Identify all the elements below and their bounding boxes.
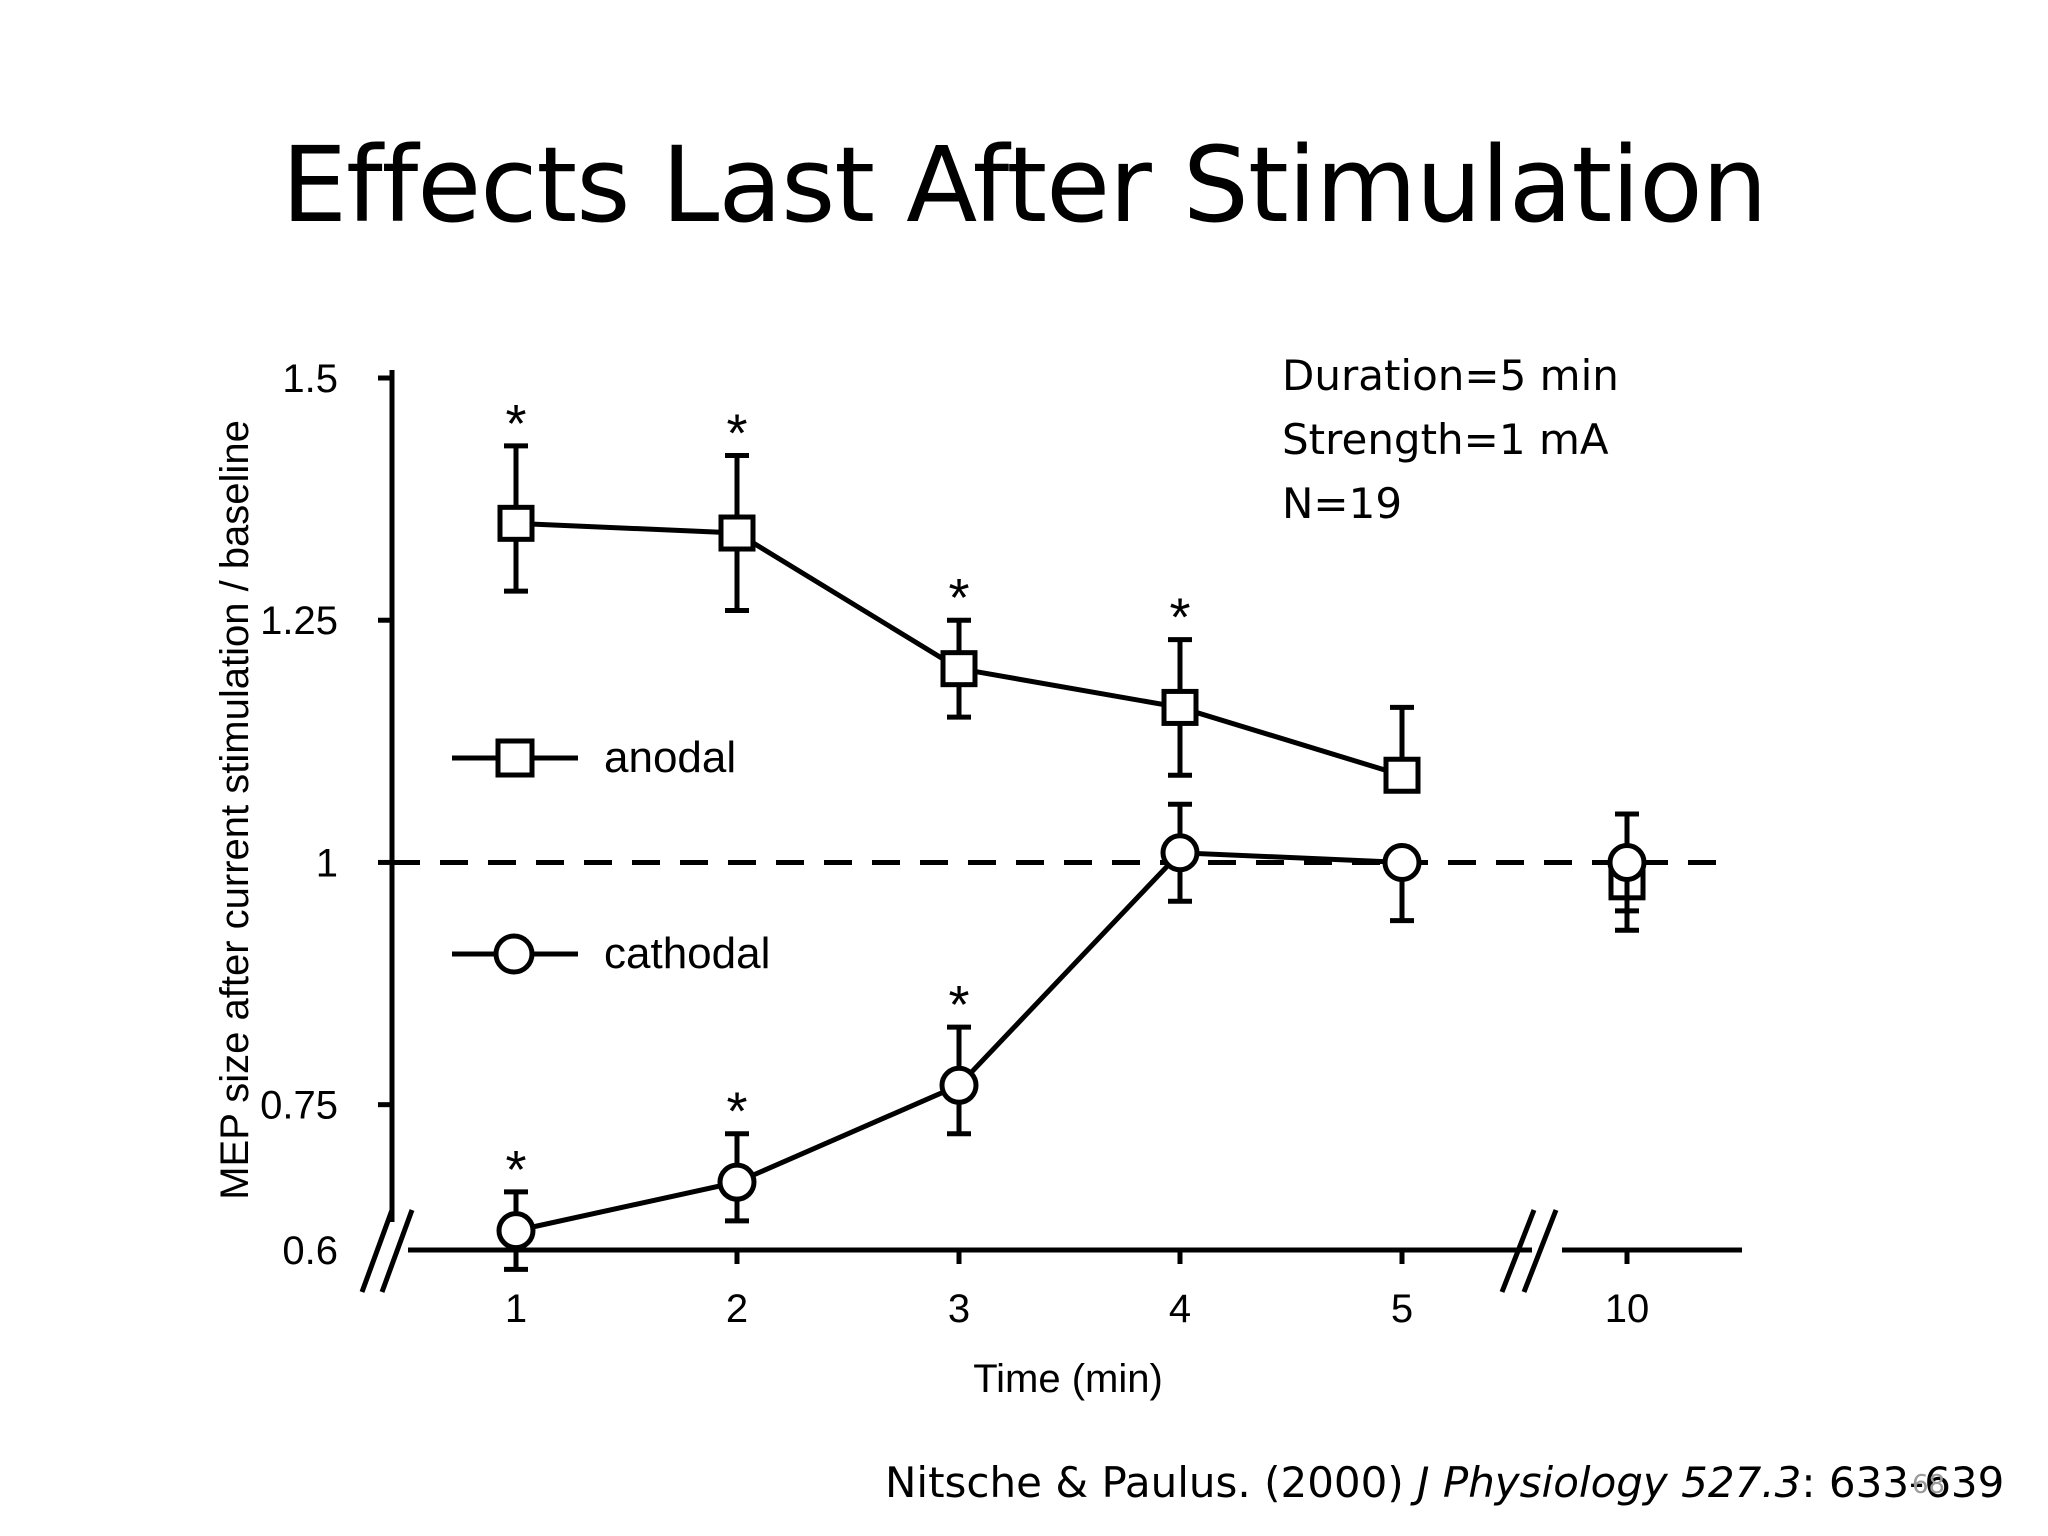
x-tick-label: 1 [505,1287,527,1331]
y-tick-label: 1 [316,841,338,885]
significance-asterisk: * [505,1140,526,1200]
anodal-point [718,514,756,552]
anodal-point [497,504,535,542]
y-axis-label: MEP size after current stimulation / bas… [213,420,257,1200]
ticks: 1.5 1.25 1 0.75 0.6 1 2 3 4 5 10 [260,357,1649,1331]
cathodal-point [1382,842,1422,882]
y-tick-label: 0.6 [282,1229,338,1273]
legend-circle-marker [493,933,535,975]
x-axis-label: Time (min) [973,1357,1163,1401]
slide-number: 68 [1912,1470,1946,1500]
x-tick-label: 4 [1169,1287,1191,1331]
info-duration: Duration=5 min [1282,351,1619,400]
significance-asterisk: * [1169,588,1190,648]
series-cathodal: * * * [496,801,1647,1272]
info-n: N=19 [1282,479,1403,528]
cathodal-point [1607,842,1647,882]
cathodal-point [1160,833,1200,873]
significance-asterisk: * [948,568,969,628]
y-tick-label: 1.25 [260,599,338,643]
legend-square-marker [495,738,535,778]
x-tick-label: 10 [1605,1287,1650,1331]
citation: Nitsche & Paulus. (2000) J Physiology 52… [885,1458,2004,1507]
significance-asterisk: * [505,394,526,454]
y-tick-label: 0.75 [260,1084,338,1128]
x-axis-break-mark [1499,1209,1537,1293]
cathodal-point [717,1162,757,1202]
anodal-point [1383,756,1421,794]
info-strength: Strength=1 mA [1282,415,1609,464]
citation-pages: : 633-639 [1801,1458,2005,1507]
x-tick-label: 2 [726,1287,748,1331]
y-tick-label: 1.5 [282,357,338,401]
anodal-point [1161,688,1199,726]
y-axis-break-mark [359,1209,395,1293]
anodal-point [940,650,978,688]
significance-asterisk: * [948,975,969,1035]
slide-title: Effects Last After Stimulation [281,124,1767,246]
cathodal-point [939,1065,979,1105]
cathodal-point [496,1211,536,1251]
legend: anodal cathodal [452,733,770,978]
axes [359,370,1742,1293]
x-tick-label: 3 [948,1287,970,1331]
citation-authors: Nitsche & Paulus. (2000) [885,1458,1418,1507]
experiment-info: Duration=5 min Strength=1 mA N=19 [1282,344,1619,536]
significance-asterisk: * [726,1082,747,1142]
x-tick-label: 5 [1391,1287,1413,1331]
series-layer: * * * * * * * [496,394,1647,1272]
legend-label-cathodal: cathodal [604,929,770,978]
x-axis-break-mark [1521,1209,1559,1293]
significance-asterisk: * [726,404,747,464]
legend-label-anodal: anodal [604,733,736,782]
y-axis-break-mark [379,1209,415,1293]
citation-journal: J Physiology 527.3 [1417,1458,1802,1507]
